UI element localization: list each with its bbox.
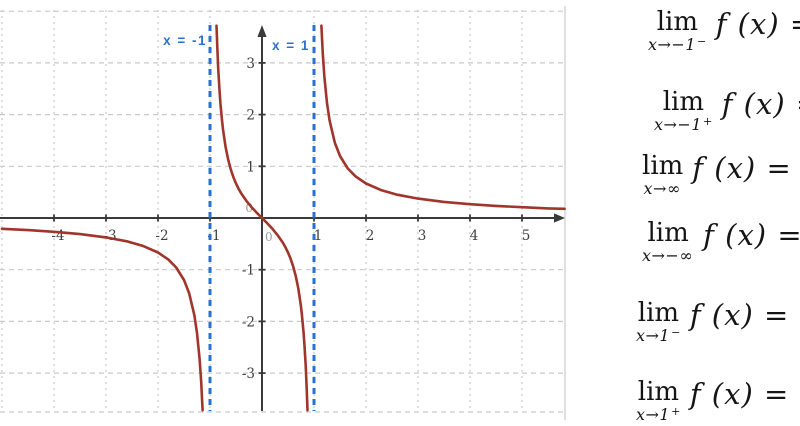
y-tick-label: -1 xyxy=(242,263,255,279)
limit-operator: lim x→−∞ xyxy=(642,218,694,265)
subscript-base: x→−∞ xyxy=(642,246,694,265)
lim-text: lim xyxy=(647,218,689,248)
limit-subscript: x→∞ xyxy=(643,179,682,198)
subscript-base: x→−1 xyxy=(648,35,697,54)
x-tick-label: 4 xyxy=(470,228,479,244)
x-tick-label: 5 xyxy=(522,228,531,244)
x-tick-label: 3 xyxy=(418,228,427,244)
limit-operator: lim x→1− xyxy=(636,298,681,345)
limit-operator: lim x→−1+ xyxy=(654,87,713,134)
origin-label: 0 xyxy=(245,201,253,215)
limit-expression: f (x) = xyxy=(721,87,800,121)
y-tick-label: 1 xyxy=(246,159,255,175)
lim-text: lim xyxy=(637,377,680,407)
limit-operator: lim x→∞ xyxy=(642,151,684,198)
subscript-base: x→−1 xyxy=(654,115,703,134)
limit-row-x-to-1-left: lim x→1− f (x) = xyxy=(636,298,790,345)
asymptote-label: x = 1 xyxy=(272,38,310,53)
subscript-base: x→∞ xyxy=(643,179,681,198)
y-tick-label: -2 xyxy=(242,314,255,330)
limit-subscript: x→1− xyxy=(636,326,681,345)
limit-row-x-to-1-right: lim x→1+ f (x) = xyxy=(636,377,790,424)
subscript-sign: − xyxy=(671,326,681,339)
asymptote-label: x = -1 xyxy=(163,33,207,48)
lim-text: lim xyxy=(637,298,680,328)
limit-subscript: x→−1+ xyxy=(654,115,713,134)
x-tick-label: -3 xyxy=(103,228,116,244)
limit-subscript: x→−∞ xyxy=(642,246,694,265)
origin-label: 0 xyxy=(265,230,273,244)
limit-row-x-to-posinf: lim x→∞ f (x) = xyxy=(642,151,792,198)
lim-text: lim xyxy=(642,151,684,181)
subscript-base: x→1 xyxy=(636,326,671,345)
limit-row-x-to-neg1-left: lim x→−1− f (x) = xyxy=(648,7,800,54)
curve-middle-branch xyxy=(215,24,309,412)
limit-expression: f (x) = xyxy=(703,218,800,252)
lim-text: lim xyxy=(656,7,699,37)
function-graph: -4 -3 -2 -1 1 2 3 4 5 3 2 1 -1 -2 -3 0 0 x = -1 x = 1 xyxy=(0,6,566,420)
limit-row-x-to-neg1-right: lim x→−1+ f (x) = xyxy=(654,87,800,134)
x-axis-arrow-icon xyxy=(554,213,565,223)
limit-row-x-to-neginf: lim x→−∞ f (x) = xyxy=(642,218,800,265)
x-tick-label: -4 xyxy=(51,228,64,244)
y-axis-arrow-icon xyxy=(257,25,267,37)
curve-left-branch xyxy=(0,227,204,412)
limit-expression: f (x) = xyxy=(715,7,800,41)
lim-text: lim xyxy=(662,87,705,117)
subscript-sign: + xyxy=(671,405,681,418)
limit-expression: f (x) = xyxy=(692,151,792,185)
limit-operator: lim x→1+ xyxy=(636,377,681,424)
subscript-base: x→1 xyxy=(636,405,671,424)
subscript-sign: + xyxy=(703,115,713,128)
limit-subscript: x→−1− xyxy=(648,35,707,54)
limit-expression: f (x) = xyxy=(689,377,790,411)
y-tick-label: 2 xyxy=(246,108,255,124)
curve-right-branch xyxy=(320,24,566,211)
x-tick-label: -2 xyxy=(155,228,168,244)
limit-expression: f (x) = xyxy=(689,298,790,332)
x-tick-label: 2 xyxy=(366,228,375,244)
y-tick-label: -3 xyxy=(242,366,255,382)
limit-questions: lim x→−1− f (x) = lim x→−1+ f (x) = lim … xyxy=(580,0,800,426)
subscript-sign: − xyxy=(697,35,707,48)
limit-subscript: x→1+ xyxy=(636,405,681,424)
x-tick-label: 1 xyxy=(314,228,323,244)
y-tick-label: 3 xyxy=(246,56,255,72)
limit-operator: lim x→−1− xyxy=(648,7,707,54)
